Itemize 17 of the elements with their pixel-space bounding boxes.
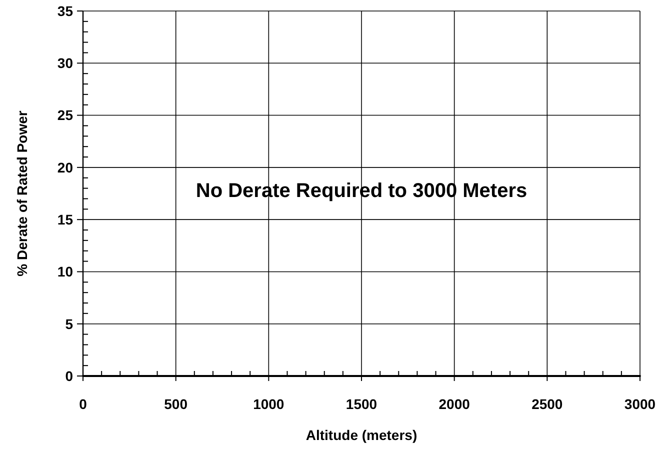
y-tick-label: 20: [57, 159, 74, 176]
y-tick-label: 15: [57, 211, 74, 228]
x-tick-label: 3000: [624, 396, 656, 412]
y-tick-label: 0: [65, 368, 74, 384]
x-tick-label: 2500: [532, 396, 563, 412]
y-axis-title: % Derate of Rated Power: [14, 110, 30, 276]
x-tick-label: 0: [79, 396, 88, 412]
x-tick-label: 500: [164, 396, 188, 412]
x-axis-title: Altitude (meters): [306, 427, 418, 443]
y-tick-label: 5: [65, 316, 74, 332]
y-tick-label: 25: [57, 107, 74, 124]
y-tick-label: 35: [57, 2, 74, 19]
y-tick-label: 10: [57, 264, 74, 280]
x-tick-label: 1500: [346, 396, 378, 412]
x-tick-label: 1000: [253, 396, 284, 412]
y-tick-label: 30: [57, 55, 74, 72]
x-tick-label: 2000: [438, 396, 470, 412]
